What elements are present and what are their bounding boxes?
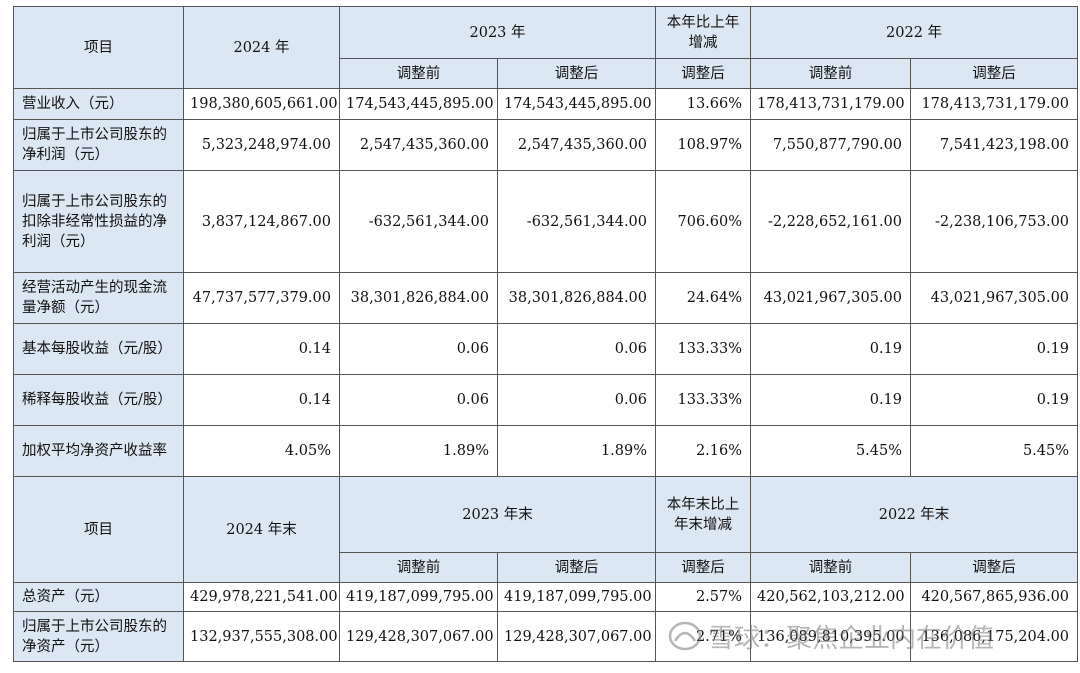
row-label: 加权平均净资产收益率: [13, 425, 184, 477]
cell-2024: 198,380,605,661.00: [183, 88, 340, 120]
cell-2023-after: 419,187,099,795.00: [496, 582, 657, 612]
cell-2023-before: 0.06: [339, 374, 498, 426]
cell-change: 24.64%: [655, 272, 752, 324]
cell-2022-before: -2,228,652,161.00: [750, 170, 912, 273]
cell-2023-before: 419,187,099,795.00: [339, 582, 498, 612]
header-2023-end: 2023 年末: [338, 476, 657, 553]
subheader-2022-before: 调整前: [750, 552, 912, 583]
table-row: 基本每股收益（元/股） 0.14 0.06 0.06 133.33% 0.19 …: [13, 323, 1079, 375]
subheader-2022-after: 调整后: [910, 58, 1079, 89]
cell-2022-before: 178,413,731,179.00: [750, 88, 912, 120]
header-2022: 2022 年: [750, 6, 1079, 59]
cell-2023-after: 0.06: [496, 374, 657, 426]
header-2024: 2024 年: [183, 6, 340, 89]
cell-2024: 0.14: [183, 374, 340, 426]
subheader-2022-after: 调整后: [910, 552, 1079, 583]
cell-2022-after: -2,238,106,753.00: [910, 170, 1079, 273]
cell-2023-before: 1.89%: [339, 425, 498, 477]
header-change-2: 本年末比上年末增减: [655, 476, 752, 553]
cell-2022-after: 5.45%: [910, 425, 1079, 477]
cell-2023-after: 174,543,445,895.00: [496, 88, 657, 120]
cell-2023-before: 129,428,307,067.00: [339, 611, 498, 662]
table-row: 归属于上市公司股东的净资产（元） 132,937,555,308.00 129,…: [13, 611, 1079, 662]
table-row: 营业收入（元） 198,380,605,661.00 174,543,445,8…: [13, 88, 1079, 120]
subheader-2023-before: 调整前: [339, 58, 498, 89]
cell-2023-after: -632,561,344.00: [496, 170, 657, 273]
cell-2024: 3,837,124,867.00: [183, 170, 340, 273]
cell-2023-before: 0.06: [339, 323, 498, 375]
header-item: 项目: [13, 6, 184, 89]
cell-change: 108.97%: [655, 119, 752, 171]
row-label: 总资产（元）: [13, 582, 184, 612]
table-row: 加权平均净资产收益率 4.05% 1.89% 1.89% 2.16% 5.45%…: [13, 425, 1079, 477]
cell-2022-before: 0.19: [750, 323, 912, 375]
cell-change: 2.16%: [655, 425, 752, 477]
cell-2022-after: 0.19: [910, 323, 1079, 375]
cell-change: 133.33%: [655, 323, 752, 375]
subheader-change: 调整后: [655, 58, 752, 89]
subheader-2023-before: 调整前: [339, 552, 498, 583]
cell-2023-before: 38,301,826,884.00: [339, 272, 498, 324]
cell-2022-before: 0.19: [750, 374, 912, 426]
table-row: 归属于上市公司股东的净利润（元） 5,323,248,974.00 2,547,…: [13, 119, 1079, 171]
cell-2023-before: -632,561,344.00: [339, 170, 498, 273]
subheader-change: 调整后: [655, 552, 752, 583]
header-2024-end: 2024 年末: [183, 476, 340, 583]
cell-2023-after: 1.89%: [496, 425, 657, 477]
cell-change: 133.33%: [655, 374, 752, 426]
cell-2022-after: 7,541,423,198.00: [910, 119, 1079, 171]
cell-2022-before: 420,562,103,212.00: [750, 582, 912, 612]
table-row: 总资产（元） 429,978,221,541.00 419,187,099,79…: [13, 582, 1079, 612]
cell-2024: 4.05%: [183, 425, 340, 477]
cell-2023-after: 2,547,435,360.00: [496, 119, 657, 171]
cell-2024: 429,978,221,541.00: [183, 582, 340, 612]
table-row: 归属于上市公司股东的扣除非经常性损益的净利润（元） 3,837,124,867.…: [13, 170, 1079, 273]
subheader-2023-after: 调整后: [496, 552, 657, 583]
cell-2022-after: 420,567,865,936.00: [910, 582, 1079, 612]
financial-table: 项目 2024 年 2023 年 本年比上年增减 2022 年 调整前 调整后 …: [13, 6, 1079, 662]
cell-2022-before: 5.45%: [750, 425, 912, 477]
cell-2023-before: 2,547,435,360.00: [339, 119, 498, 171]
table-row: 经营活动产生的现金流量净额（元） 47,737,577,379.00 38,30…: [13, 272, 1079, 324]
cell-2024: 47,737,577,379.00: [183, 272, 340, 324]
cell-2022-after: 0.19: [910, 374, 1079, 426]
cell-change: 13.66%: [655, 88, 752, 120]
cell-2024: 132,937,555,308.00: [183, 611, 340, 662]
cell-2022-after: 178,413,731,179.00: [910, 88, 1079, 120]
header-item-2: 项目: [13, 476, 184, 583]
cell-2024: 0.14: [183, 323, 340, 375]
cell-2022-before: 7,550,877,790.00: [750, 119, 912, 171]
row-label: 经营活动产生的现金流量净额（元）: [13, 272, 184, 324]
cell-change: 706.60%: [655, 170, 752, 273]
row-label: 归属于上市公司股东的扣除非经常性损益的净利润（元）: [13, 170, 184, 273]
table-row: 稀释每股收益（元/股） 0.14 0.06 0.06 133.33% 0.19 …: [13, 374, 1079, 426]
row-label: 稀释每股收益（元/股）: [13, 374, 184, 426]
cell-2023-after: 0.06: [496, 323, 657, 375]
row-label: 基本每股收益（元/股）: [13, 323, 184, 375]
row-label: 归属于上市公司股东的净资产（元）: [13, 611, 184, 662]
header-2022-end: 2022 年末: [750, 476, 1079, 553]
cell-2023-after: 129,428,307,067.00: [496, 611, 657, 662]
header-change: 本年比上年增减: [655, 6, 752, 59]
cell-2022-after: 43,021,967,305.00: [910, 272, 1079, 324]
cell-2024: 5,323,248,974.00: [183, 119, 340, 171]
cell-change: 2.71%: [655, 611, 752, 662]
cell-2023-before: 174,543,445,895.00: [339, 88, 498, 120]
cell-2022-after: 136,086,175,204.00: [910, 611, 1079, 662]
row-label: 营业收入（元）: [13, 88, 184, 120]
cell-2023-after: 38,301,826,884.00: [496, 272, 657, 324]
cell-2022-before: 43,021,967,305.00: [750, 272, 912, 324]
cell-2022-before: 136,089,810,395.00: [750, 611, 912, 662]
cell-change: 2.57%: [655, 582, 752, 612]
row-label: 归属于上市公司股东的净利润（元）: [13, 119, 184, 171]
subheader-2022-before: 调整前: [750, 58, 912, 89]
subheader-2023-after: 调整后: [496, 58, 657, 89]
header-2023: 2023 年: [338, 6, 657, 59]
